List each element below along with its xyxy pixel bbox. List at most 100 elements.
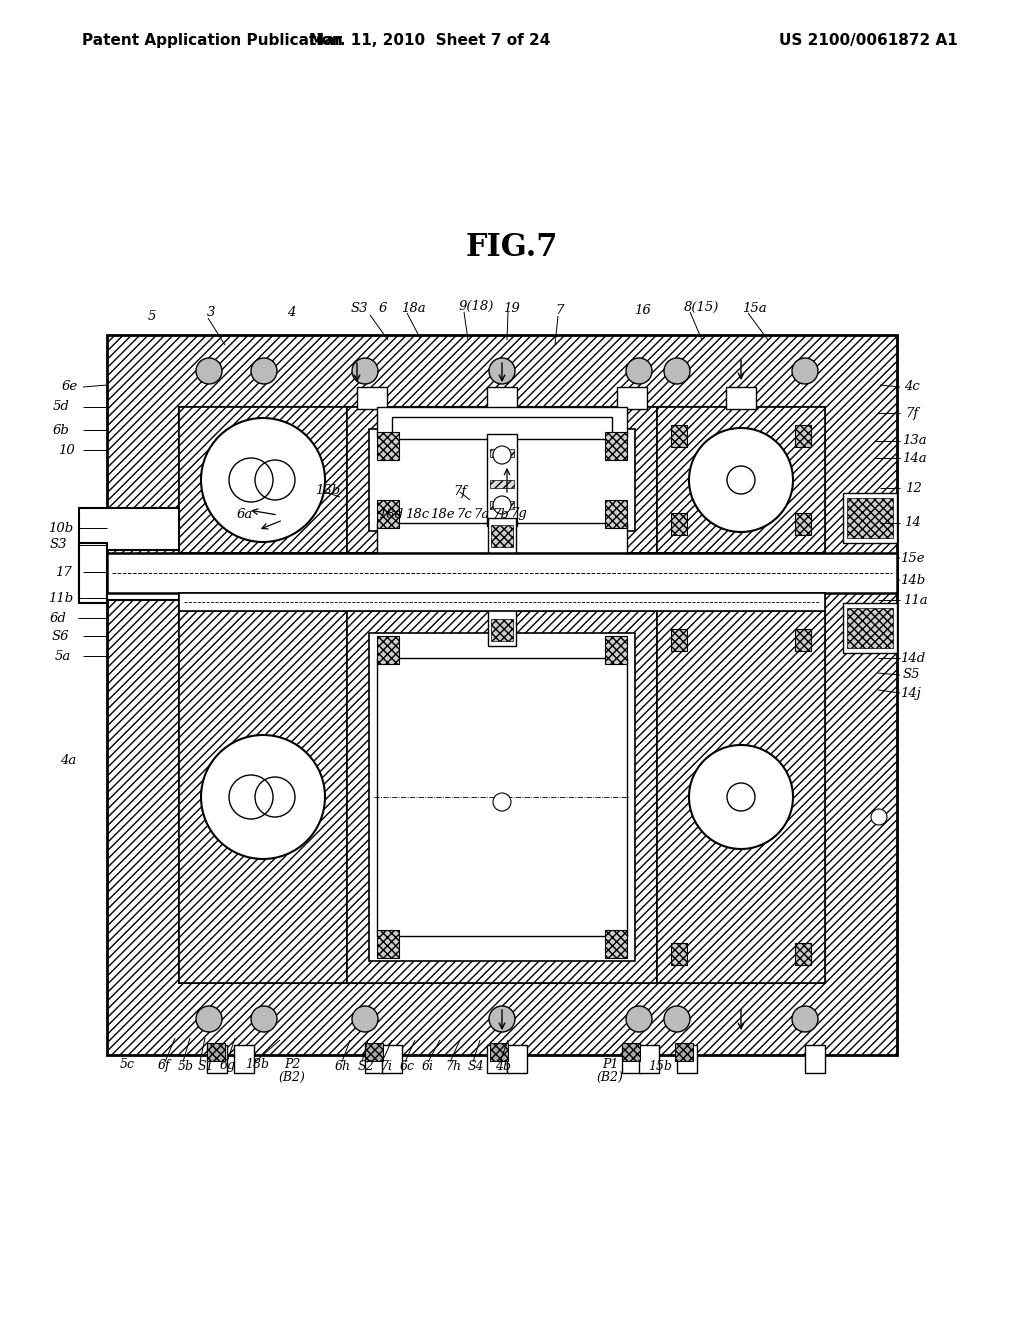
Text: 18b: 18b	[245, 1059, 269, 1072]
Text: 10b: 10b	[48, 521, 74, 535]
Bar	[79, 556, 179, 601]
Text: 7g: 7g	[510, 507, 527, 520]
Bar	[617, 387, 647, 409]
Text: 7a: 7a	[473, 507, 489, 520]
Bar	[795, 513, 811, 535]
Text: 6g: 6g	[220, 1060, 236, 1072]
Bar	[106, 553, 897, 593]
Text: 5a: 5a	[55, 649, 72, 663]
Text: 4c: 4c	[904, 380, 920, 393]
Text: 7: 7	[555, 304, 563, 317]
Bar	[622, 1045, 642, 1073]
Text: Mar. 11, 2010  Sheet 7 of 24: Mar. 11, 2010 Sheet 7 of 24	[309, 33, 551, 48]
Circle shape	[626, 358, 652, 384]
Bar	[657, 611, 825, 983]
Text: 8(15): 8(15)	[684, 301, 720, 314]
Text: 6i: 6i	[422, 1060, 434, 1072]
Bar	[795, 942, 811, 965]
Circle shape	[352, 1006, 378, 1032]
Bar	[605, 432, 627, 459]
Text: S5: S5	[903, 668, 921, 681]
Bar	[622, 1043, 640, 1061]
Bar	[79, 543, 106, 603]
Circle shape	[493, 793, 511, 810]
Bar	[639, 1045, 659, 1073]
Text: 18a: 18a	[401, 301, 426, 314]
Text: 7f: 7f	[905, 407, 919, 420]
Text: 7i: 7i	[380, 1060, 392, 1072]
Text: P1: P1	[602, 1059, 618, 1072]
Circle shape	[871, 809, 887, 825]
Bar	[847, 498, 893, 539]
Text: Patent Application Publication: Patent Application Publication	[82, 33, 343, 48]
Bar	[487, 434, 517, 525]
Circle shape	[201, 418, 325, 543]
Bar	[795, 425, 811, 447]
Text: 5b: 5b	[178, 1060, 194, 1072]
Text: S3: S3	[50, 539, 68, 552]
Text: 6f: 6f	[158, 1060, 171, 1072]
Bar	[490, 525, 513, 546]
Bar	[377, 523, 627, 553]
Text: 5d: 5d	[53, 400, 70, 413]
Bar	[377, 636, 399, 664]
Text: 15e: 15e	[900, 552, 925, 565]
Bar	[671, 630, 687, 651]
Bar	[605, 931, 627, 958]
Text: 6a: 6a	[237, 508, 253, 521]
Bar	[357, 387, 387, 409]
Text: 16: 16	[634, 304, 650, 317]
Text: 6c: 6c	[400, 1060, 415, 1072]
Text: 19: 19	[503, 301, 520, 314]
Text: 11a: 11a	[903, 594, 928, 606]
Bar	[605, 500, 627, 528]
Text: 14d: 14d	[900, 652, 926, 664]
Text: 4b: 4b	[495, 1060, 511, 1072]
Text: 6b: 6b	[53, 424, 70, 437]
Circle shape	[689, 428, 793, 532]
Bar	[377, 657, 627, 936]
Circle shape	[201, 735, 325, 859]
Bar	[605, 636, 627, 664]
Circle shape	[727, 466, 755, 494]
Circle shape	[251, 1006, 278, 1032]
Text: 15b: 15b	[648, 1060, 672, 1072]
Circle shape	[664, 358, 690, 384]
Bar	[726, 387, 756, 409]
Circle shape	[196, 1006, 222, 1032]
Bar	[671, 425, 687, 447]
Text: 5c: 5c	[120, 1059, 135, 1072]
Bar	[179, 593, 825, 611]
Bar	[487, 387, 517, 409]
Bar	[795, 630, 811, 651]
Bar	[365, 1043, 383, 1061]
Text: 18d: 18d	[378, 507, 403, 520]
Bar	[392, 417, 612, 440]
Circle shape	[352, 358, 378, 384]
Text: 14a: 14a	[902, 451, 927, 465]
Bar	[382, 1045, 402, 1073]
Bar	[207, 1045, 227, 1073]
Circle shape	[689, 744, 793, 849]
Text: 18e: 18e	[430, 507, 455, 520]
Text: 4: 4	[287, 305, 295, 318]
Bar	[377, 407, 627, 437]
Text: 6: 6	[379, 302, 387, 315]
Bar	[179, 611, 347, 983]
Text: (B2): (B2)	[278, 1071, 305, 1084]
Bar	[675, 1043, 693, 1061]
Text: 18c: 18c	[406, 507, 429, 520]
Bar	[365, 1045, 385, 1073]
Bar	[377, 432, 399, 459]
Text: 14b: 14b	[900, 573, 926, 586]
Text: 13b: 13b	[315, 484, 340, 498]
Circle shape	[792, 1006, 818, 1032]
Circle shape	[727, 783, 755, 810]
Circle shape	[489, 1006, 515, 1032]
Circle shape	[792, 358, 818, 384]
Text: S4: S4	[468, 1060, 484, 1072]
Circle shape	[626, 1006, 652, 1032]
Bar	[377, 931, 399, 958]
Bar	[369, 634, 635, 961]
Bar	[843, 603, 897, 653]
